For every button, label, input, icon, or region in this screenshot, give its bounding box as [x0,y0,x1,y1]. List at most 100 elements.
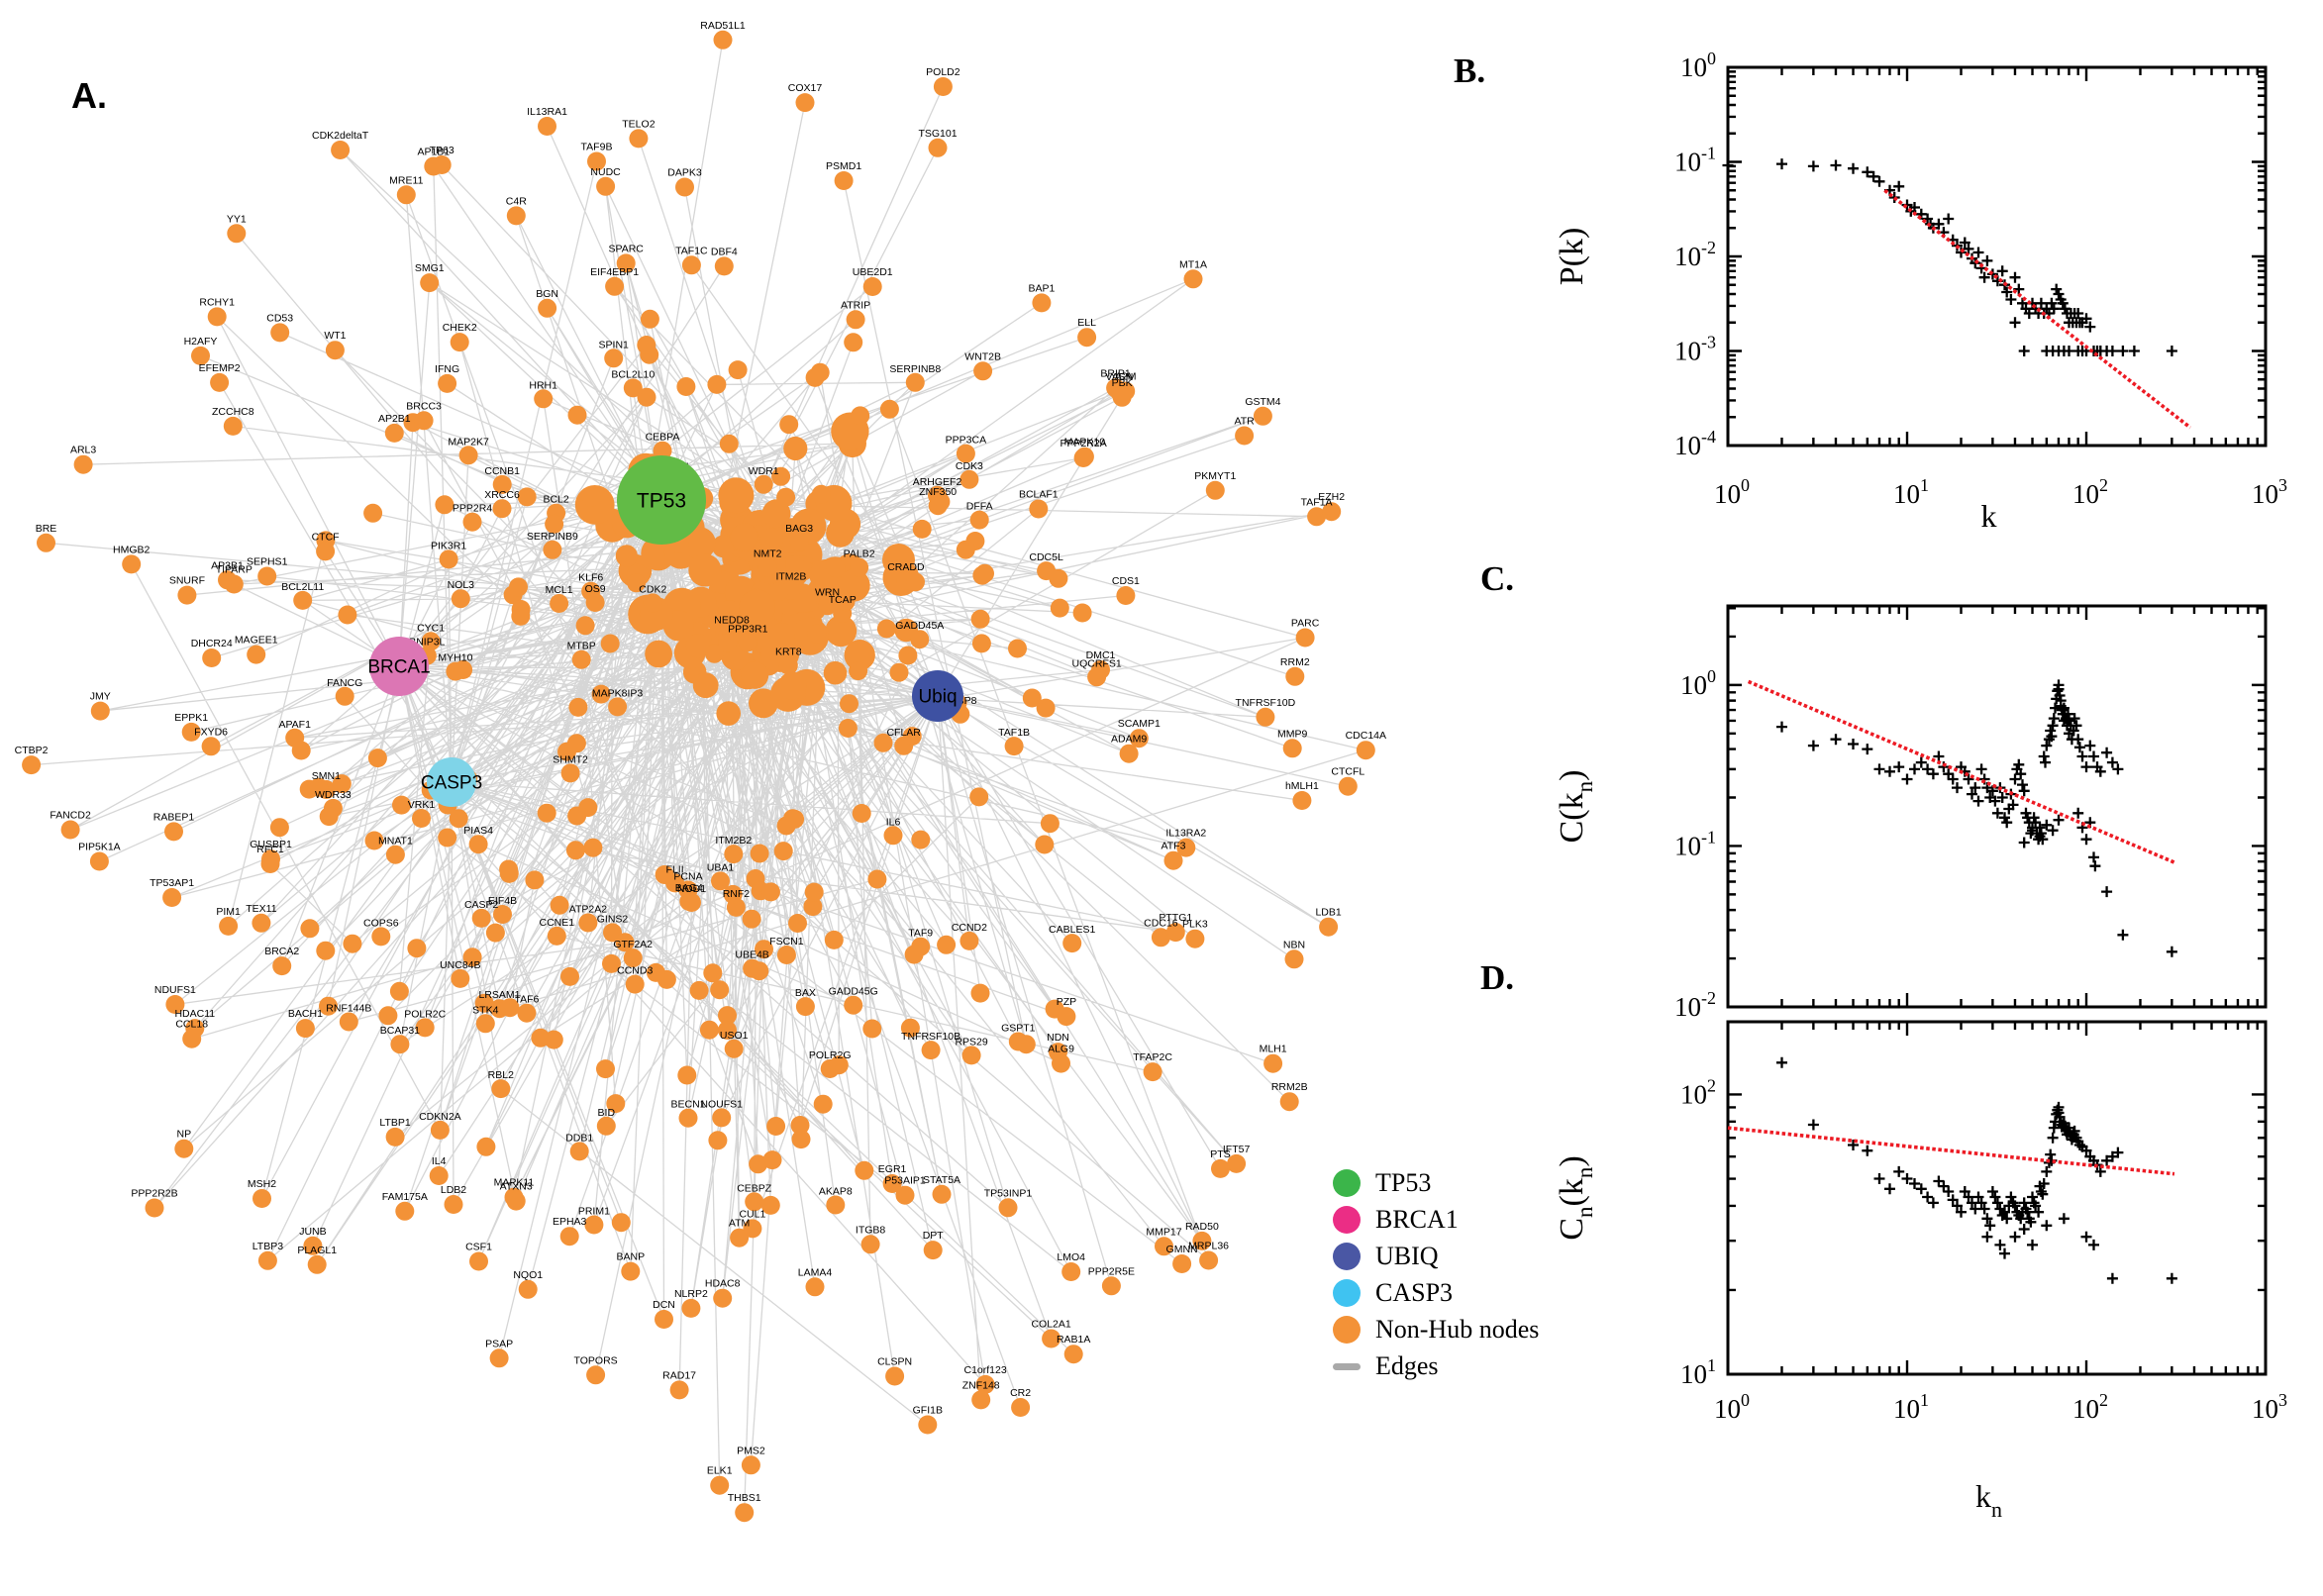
svg-text:TSG101: TSG101 [918,128,957,140]
svg-text:CDC16: CDC16 [1144,917,1178,929]
legend-label: CASP3 [1375,1278,1454,1307]
svg-text:GTF2A2: GTF2A2 [613,939,653,950]
svg-text:GSPT1: GSPT1 [1001,1023,1036,1035]
svg-text:TELO2: TELO2 [622,118,655,130]
svg-text:BRE: BRE [36,523,57,535]
svg-text:BRIP1: BRIP1 [1100,367,1131,379]
svg-text:ATF3: ATF3 [1162,841,1186,852]
tp53-swatch-icon [1333,1169,1361,1197]
svg-text:RAD51L1: RAD51L1 [700,20,746,32]
svg-text:IL4: IL4 [432,1155,447,1167]
svg-text:MTBP: MTBP [567,641,596,652]
svg-text:NDN: NDN [1047,1032,1069,1044]
svg-text:TAF1C: TAF1C [675,245,708,256]
network-graph: C1orf123 HDAC11 PARC SEPHS1 TEX11 MT1A ARL3 BAN… [15,20,1386,1523]
svg-text:C1orf123: C1orf123 [963,1364,1006,1376]
svg-text:MAGEE1: MAGEE1 [235,635,278,647]
fit-line [1883,188,2192,430]
svg-text:BRCA1: BRCA1 [367,657,430,678]
svg-text:CDKN2A: CDKN2A [419,1111,461,1123]
svg-text:CEBPZ: CEBPZ [737,1182,772,1194]
svg-text:PBK: PBK [1112,377,1133,389]
svg-text:CASP3: CASP3 [421,773,482,794]
legend-item-casp3: CASP3 [1333,1278,1539,1308]
svg-text:AP3B1: AP3B1 [211,559,244,571]
svg-text:GMNN: GMNN [1166,1244,1198,1255]
svg-text:CDK3: CDK3 [956,460,983,472]
svg-text:SPIN1: SPIN1 [599,339,630,350]
svg-text:BCL2L10: BCL2L10 [611,368,655,380]
tick-label: 100 [1680,666,1716,700]
svg-text:ADAM9: ADAM9 [1111,734,1147,746]
svg-text:WT1: WT1 [324,330,346,342]
svg-text:CFLAR: CFLAR [886,727,921,739]
svg-text:ATP2A2: ATP2A2 [569,904,607,916]
svg-text:CTCF: CTCF [312,531,340,543]
svg-text:NOL3: NOL3 [448,579,475,591]
svg-text:CEBPA: CEBPA [646,432,680,444]
svg-text:CCND3: CCND3 [617,965,653,977]
svg-text:TP53INP1: TP53INP1 [984,1187,1033,1199]
tick-label: 102 [2072,1390,2108,1424]
svg-text:LDB1: LDB1 [1315,907,1341,919]
y-axis-title: C(kn) [1554,770,1597,844]
svg-text:HDAC8: HDAC8 [705,1278,741,1290]
svg-text:TFAP2C: TFAP2C [1133,1051,1172,1063]
svg-text:RNF144B: RNF144B [326,1003,371,1015]
svg-text:SNURF: SNURF [169,575,205,587]
axis-ticks [1726,1022,2268,1376]
panel-b-plot: 100 10-1 10-2 10-3 10-4 100 101 102 103 P(k) k [1554,49,2287,534]
svg-text:WDR1: WDR1 [749,465,779,477]
tick-label: 101 [1680,1355,1716,1389]
svg-text:MYH10: MYH10 [438,652,472,664]
svg-text:BCL2: BCL2 [543,494,568,506]
svg-text:MT1A: MT1A [1179,258,1207,270]
svg-text:BAP1: BAP1 [1028,282,1055,294]
svg-text:UQCRFS1: UQCRFS1 [1072,657,1122,669]
svg-text:RAD17: RAD17 [662,1369,696,1381]
svg-text:GFI1B: GFI1B [913,1405,943,1417]
x-axis-title: k [1981,498,1997,534]
svg-text:CTCFL: CTCFL [1331,766,1364,778]
legend-label: Non-Hub nodes [1375,1315,1540,1344]
svg-text:BAX: BAX [795,987,816,999]
svg-text:GADD45A: GADD45A [895,620,944,632]
svg-text:LRSAM1: LRSAM1 [478,989,520,1001]
svg-text:SEPHS1: SEPHS1 [247,556,288,568]
svg-text:PIP5K1A: PIP5K1A [78,842,121,853]
svg-text:MNAT1: MNAT1 [378,836,413,848]
svg-text:ATRIP: ATRIP [841,299,870,311]
svg-text:NEDD8: NEDD8 [714,615,750,627]
svg-text:CDK2: CDK2 [639,583,666,595]
svg-text:TAF6: TAF6 [514,994,539,1006]
legend-label: UBIQ [1375,1242,1439,1270]
y-axis-title: Cn(kn) [1554,1155,1597,1240]
svg-text:PSAP: PSAP [485,1338,513,1349]
svg-text:PLAGL1: PLAGL1 [297,1245,337,1256]
svg-text:YY1: YY1 [227,213,247,225]
svg-text:EPPK1: EPPK1 [174,712,208,724]
svg-text:CSF1: CSF1 [465,1242,492,1253]
svg-text:CUL1: CUL1 [739,1208,765,1220]
panel-label-a: A. [71,75,107,116]
svg-text:HMGB2: HMGB2 [113,544,151,555]
legend-label: BRCA1 [1375,1205,1459,1234]
svg-text:JMY: JMY [90,691,111,703]
svg-text:RRM2B: RRM2B [1271,1081,1308,1093]
svg-text:SERPINB9: SERPINB9 [527,531,578,543]
svg-text:BCL2L11: BCL2L11 [281,581,324,593]
panel-label-c: C. [1480,559,1515,598]
svg-text:UBA1: UBA1 [707,861,735,873]
svg-text:BCAP31: BCAP31 [380,1025,420,1037]
svg-text:PRIM1: PRIM1 [578,1206,610,1218]
svg-text:FANCG: FANCG [327,677,362,689]
svg-text:STAT5A: STAT5A [923,1174,960,1186]
svg-text:NOUFS1: NOUFS1 [700,1098,743,1110]
plot-frame [1726,1020,2268,1376]
svg-text:ZNF148: ZNF148 [962,1379,1000,1391]
svg-text:MMP17: MMP17 [1146,1226,1181,1238]
svg-text:RAD50: RAD50 [1185,1221,1219,1233]
svg-text:UBE2D1: UBE2D1 [853,266,893,278]
svg-text:ELK1: ELK1 [707,1465,733,1477]
